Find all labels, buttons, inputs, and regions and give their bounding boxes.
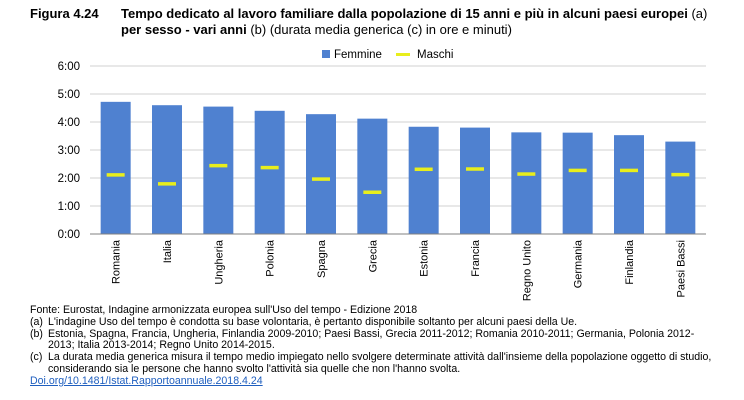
bar-femmine	[357, 118, 388, 234]
bar-femmine	[665, 141, 696, 234]
x-tick-label: Spagna	[316, 239, 328, 278]
bar-chart: 0:00 1:00 2:00 3:00 4:00 5:00 6:00 Romania Ital…	[58, 49, 706, 301]
y-tick-label: 6:00	[58, 61, 80, 73]
note-c-marker: (c)	[30, 351, 43, 364]
y-tick-label: 2:00	[58, 173, 80, 185]
x-tick-label: Finlandia	[624, 239, 636, 285]
note-b-text: Estonia, Spagna, Francia, Ungheria, Finl…	[48, 327, 695, 352]
x-tick-label: Ungheria	[213, 239, 225, 285]
marker-maschi	[106, 173, 125, 177]
marker-maschi	[158, 182, 176, 186]
marker-maschi	[568, 168, 587, 173]
bar-femmine	[614, 135, 644, 234]
source-note: Fonte: Eurostat, Indagine armonizzata eu…	[30, 304, 720, 317]
x-tick-label: Estonia	[419, 239, 431, 277]
x-tick-label: Germania	[573, 239, 585, 288]
x-tick-label: Regno Unito	[521, 240, 533, 301]
grid-layer	[90, 65, 706, 207]
y-tick-label: 0:00	[58, 229, 80, 241]
figure-title-bold-2: per sesso - vari anni	[121, 22, 247, 37]
bar-femmine	[408, 126, 439, 234]
bar-femmine	[562, 132, 593, 234]
legend-label-maschi: Maschi	[417, 49, 453, 61]
marker-maschi	[312, 177, 330, 181]
marker-maschi	[620, 168, 638, 173]
source-text: Fonte: Eurostat, Indagine armonizzata eu…	[30, 304, 418, 316]
note-a-marker: (a)	[30, 315, 43, 328]
figure-title-note-a: (a)	[687, 6, 708, 21]
y-axis-ticks: 0:00 1:00 2:00 3:00 4:00 5:00 6:00	[58, 61, 80, 241]
bar-femmine	[460, 127, 490, 234]
marker-maschi	[466, 167, 484, 171]
marker-maschi	[671, 172, 690, 177]
y-tick-label: 4:00	[58, 117, 80, 129]
marker-maschi	[363, 190, 382, 194]
markers-maschi	[106, 163, 690, 194]
x-tick-label: Grecia	[367, 239, 379, 272]
figure-title-rest: (b) (durata media generica (c) in ore e …	[246, 22, 512, 37]
x-tick-label: Paesi Bassi	[675, 240, 687, 297]
legend: Femmine Maschi	[322, 49, 453, 61]
x-tick-label: Polonia	[265, 239, 277, 277]
figure-header: Figura 4.24 Tempo dedicato al lavoro fam…	[30, 6, 730, 42]
x-axis-ticks: Romania Italia Ungheria Polonia Spagna Grecia…	[111, 239, 688, 301]
x-tick-label: Romania	[111, 239, 123, 284]
bar-femmine	[203, 106, 234, 234]
y-tick-label: 3:00	[58, 145, 80, 157]
legend-label-femmine: Femmine	[334, 49, 382, 61]
legend-swatch-maschi	[396, 53, 410, 56]
y-tick-label: 5:00	[58, 89, 80, 101]
marker-maschi	[517, 172, 536, 176]
bar-femmine	[100, 101, 131, 234]
figure-title: Tempo dedicato al lavoro familiare dalla…	[121, 6, 726, 38]
figure-label: Figura 4.24	[30, 6, 99, 21]
note-a: (a) L'indagine Uso del tempo è condotta s…	[30, 315, 720, 329]
x-tick-label: Italia	[162, 239, 174, 263]
y-tick-label: 1:00	[58, 201, 80, 213]
marker-maschi	[414, 167, 433, 172]
bar-femmine	[254, 110, 285, 234]
note-b-marker: (b)	[30, 327, 43, 340]
bar-femmine	[511, 132, 542, 234]
x-tick-label: Francia	[470, 239, 482, 277]
note-a-text: L'indagine Uso del tempo è condotta su b…	[48, 315, 578, 328]
footnotes: Fonte: Eurostat, Indagine armonizzata eu…	[30, 304, 720, 388]
note-b: (b) Estonia, Spagna, Francia, Ungheria, F…	[30, 327, 720, 353]
note-c: (c) La durata media generica misura il te…	[30, 351, 720, 376]
marker-maschi	[260, 165, 279, 170]
marker-maschi	[209, 163, 228, 168]
note-c-text: La durata media generica misura il tempo…	[48, 351, 712, 375]
bar-femmine	[152, 105, 182, 234]
doi-link[interactable]: Doi.org/10.1481/Istat.Rapportoannuale.20…	[30, 374, 263, 387]
chart-area: 0:00 1:00 2:00 3:00 4:00 5:00 6:00 Romania Ital…	[0, 42, 744, 304]
figure-title-bold-1: Tempo dedicato al lavoro familiare dalla…	[121, 6, 688, 21]
doi-row: Doi.org/10.1481/Istat.Rapportoannuale.20…	[30, 374, 720, 388]
bars-femmine	[100, 101, 696, 234]
legend-swatch-femmine	[322, 50, 330, 58]
bar-femmine	[306, 114, 336, 234]
